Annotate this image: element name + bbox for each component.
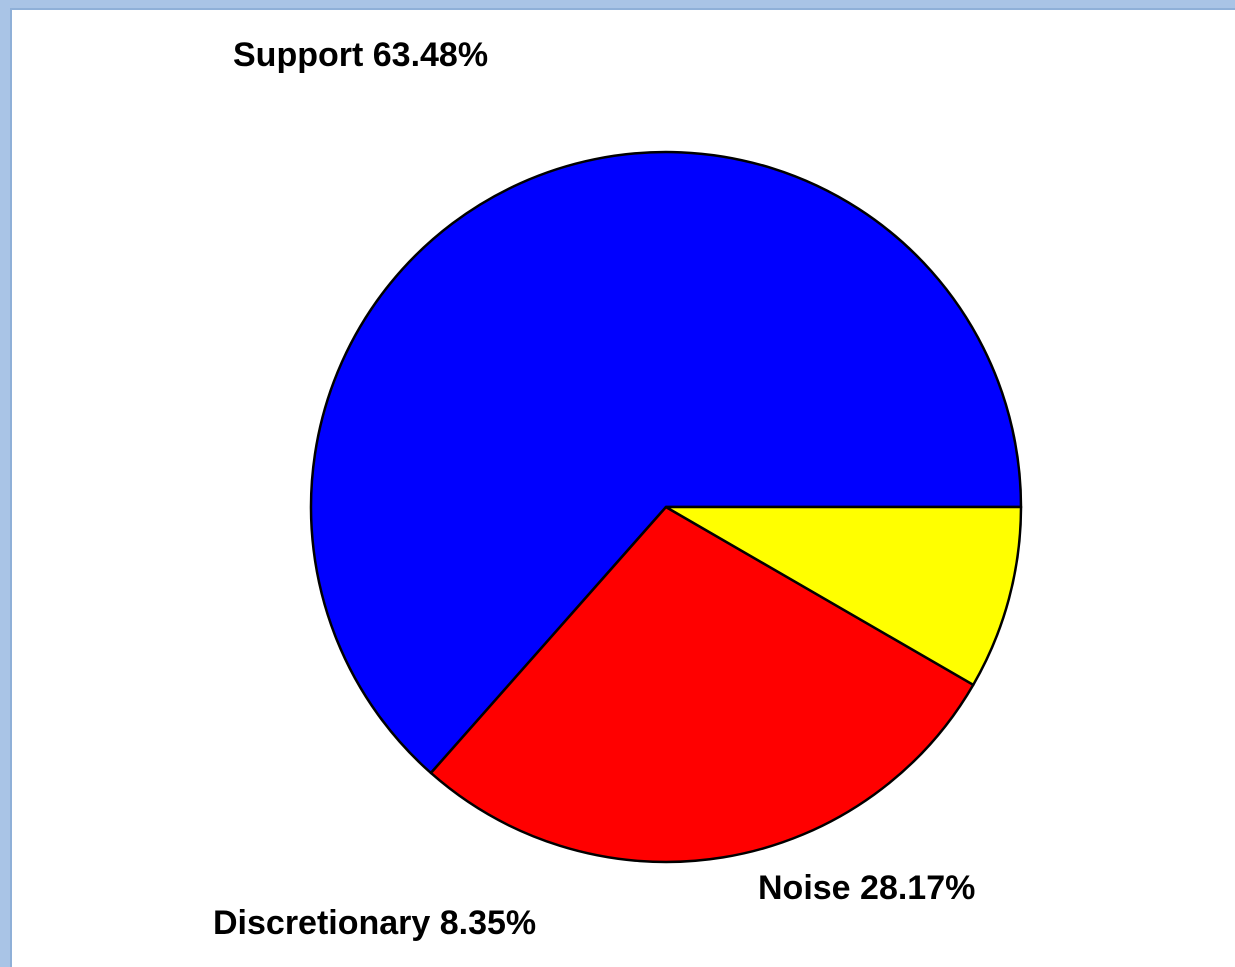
slice-label-discretionary: Discretionary 8.35% — [213, 904, 536, 942]
pie-slices — [309, 150, 1023, 864]
pie-slice-discretionary — [664, 505, 1023, 687]
slice-labels: Support 63.48% Noise 28.17% Discretionar… — [213, 36, 975, 942]
pie-slice-support — [309, 150, 1023, 775]
pie-slice-noise — [429, 505, 975, 864]
slice-label-noise: Noise 28.17% — [758, 869, 975, 907]
slice-label-support: Support 63.48% — [233, 36, 488, 74]
